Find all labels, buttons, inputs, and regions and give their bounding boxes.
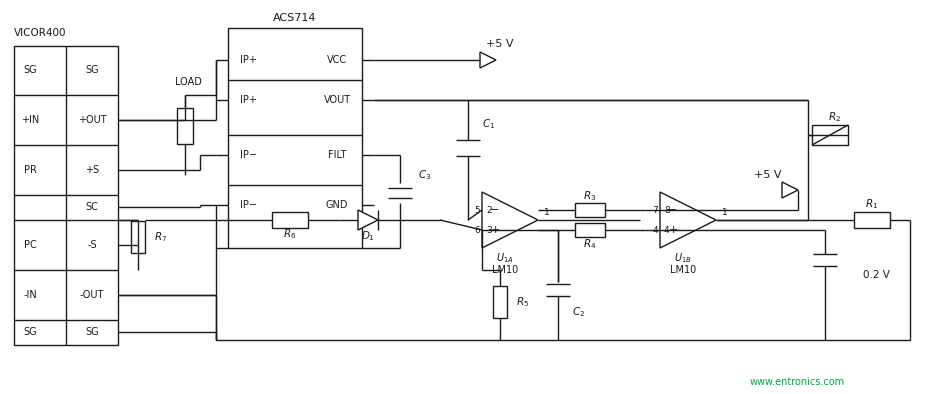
Text: $C_1$: $C_1$ <box>482 117 495 131</box>
Text: −: − <box>491 205 500 215</box>
Bar <box>854 212 890 228</box>
Text: $R_2$: $R_2$ <box>828 110 841 124</box>
Text: SC: SC <box>85 202 98 212</box>
Text: 7: 7 <box>652 206 658 214</box>
Text: GND: GND <box>325 200 348 210</box>
Polygon shape <box>482 192 538 248</box>
Text: -S: -S <box>87 240 97 250</box>
Text: IP+: IP+ <box>239 55 256 65</box>
Text: SG: SG <box>23 65 37 75</box>
Bar <box>14 46 118 345</box>
Text: FILT: FILT <box>327 150 346 160</box>
Text: IP+: IP+ <box>239 95 256 105</box>
Text: $R_1$: $R_1$ <box>866 197 879 211</box>
Bar <box>272 212 308 228</box>
Text: 1: 1 <box>722 208 728 216</box>
Text: 3: 3 <box>486 225 492 234</box>
Text: $D_1$: $D_1$ <box>361 229 375 243</box>
Text: 4: 4 <box>664 225 670 234</box>
Text: VCC: VCC <box>327 55 347 65</box>
Text: $U_{1B}$: $U_{1B}$ <box>674 251 692 265</box>
Text: www.entronics.com: www.entronics.com <box>750 377 845 387</box>
Text: LM10: LM10 <box>670 265 696 275</box>
Text: 2: 2 <box>486 206 492 214</box>
Text: -IN: -IN <box>23 290 37 300</box>
Text: −: − <box>668 205 677 215</box>
Text: SG: SG <box>85 65 98 75</box>
Polygon shape <box>358 210 378 230</box>
Text: $C_2$: $C_2$ <box>572 305 585 319</box>
Text: +: + <box>668 225 677 235</box>
Text: +5 V: +5 V <box>754 170 782 180</box>
Text: +: + <box>491 225 500 235</box>
Text: LM10: LM10 <box>492 265 518 275</box>
Bar <box>493 286 507 318</box>
Polygon shape <box>782 182 798 198</box>
Text: $R_5$: $R_5$ <box>516 295 529 309</box>
Text: 8: 8 <box>664 206 670 214</box>
Text: LOAD: LOAD <box>174 77 202 87</box>
Text: 6: 6 <box>475 225 480 234</box>
Polygon shape <box>480 52 496 68</box>
Text: IP−: IP− <box>239 200 256 210</box>
Text: ACS714: ACS714 <box>273 13 317 23</box>
Bar <box>131 221 145 253</box>
Text: PC: PC <box>23 240 37 250</box>
Text: SG: SG <box>23 327 37 337</box>
Bar <box>575 223 605 237</box>
Text: 0.2 V: 0.2 V <box>863 270 890 280</box>
Text: PR: PR <box>23 165 37 175</box>
Text: +5 V: +5 V <box>486 39 514 49</box>
Text: 5: 5 <box>475 206 480 214</box>
Bar <box>575 203 605 217</box>
Polygon shape <box>660 192 716 248</box>
Text: $R_7$: $R_7$ <box>154 230 167 244</box>
Text: +S: +S <box>85 165 99 175</box>
Text: VOUT: VOUT <box>324 95 351 105</box>
Text: $R_3$: $R_3$ <box>583 189 597 203</box>
Bar <box>812 125 848 145</box>
Text: $U_{1A}$: $U_{1A}$ <box>496 251 514 265</box>
Text: $C_3$: $C_3$ <box>418 168 431 182</box>
Text: +IN: +IN <box>21 115 39 125</box>
Bar <box>177 108 193 144</box>
Text: -OUT: -OUT <box>80 290 104 300</box>
Text: SG: SG <box>85 327 98 337</box>
Text: $R_6$: $R_6$ <box>283 227 296 241</box>
Text: 4: 4 <box>652 225 658 234</box>
Bar <box>228 28 362 248</box>
Text: VICOR400: VICOR400 <box>14 28 67 38</box>
Text: +OUT: +OUT <box>78 115 106 125</box>
Text: $R_4$: $R_4$ <box>583 237 597 251</box>
Text: 1: 1 <box>544 208 550 216</box>
Text: IP−: IP− <box>239 150 256 160</box>
